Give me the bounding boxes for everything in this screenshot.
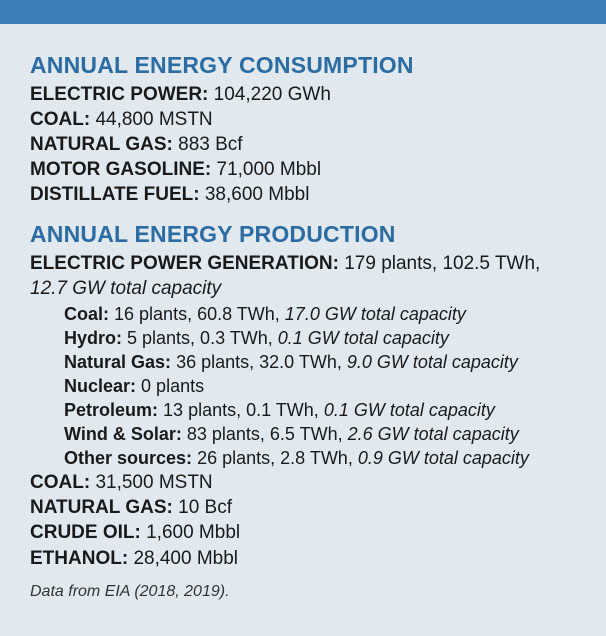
row-capacity: 12.7 GW total capacity (30, 278, 221, 299)
energy-card: ANNUAL ENERGY CONSUMPTION ELECTRIC POWER… (0, 0, 606, 636)
breakdown-row: Natural Gas: 36 plants, 32.0 TWh, 9.0 GW… (30, 350, 576, 374)
row-label: ELECTRIC POWER GENERATION: (30, 253, 339, 274)
row-capacity: 9.0 GW total capacity (347, 352, 518, 372)
row-label: NATURAL GAS: (30, 497, 173, 518)
row-label: Other sources: (64, 448, 192, 468)
row-label: ELECTRIC POWER: (30, 84, 208, 105)
footnote: Data from EIA (2018, 2019). (30, 583, 576, 601)
row-label: DISTILLATE FUEL: (30, 184, 200, 205)
breakdown-list: Coal: 16 plants, 60.8 TWh, 17.0 GW total… (30, 302, 576, 471)
row-value: 28,400 Mbbl (133, 548, 238, 569)
row-value: 5 plants, 0.3 TWh, (127, 328, 273, 348)
production-row: COAL: 31,500 MSTN (30, 470, 576, 495)
row-value: 71,000 Mbbl (217, 159, 322, 180)
breakdown-row: Nuclear: 0 plants (30, 374, 576, 398)
row-value: 26 plants, 2.8 TWh, (197, 448, 353, 468)
row-value: 1,600 Mbbl (146, 522, 240, 543)
consumption-row: ELECTRIC POWER: 104,220 GWh (30, 82, 576, 107)
row-value: 38,600 Mbbl (205, 184, 310, 205)
breakdown-row: Hydro: 5 plants, 0.3 TWh, 0.1 GW total c… (30, 326, 576, 350)
row-value: 104,220 GWh (214, 84, 331, 105)
production-row: CRUDE OIL: 1,600 Mbbl (30, 520, 576, 545)
epg-capacity-row: 12.7 GW total capacity (30, 276, 576, 301)
row-value: 36 plants, 32.0 TWh, (176, 352, 342, 372)
row-label: ETHANOL: (30, 548, 128, 569)
row-value: 10 Bcf (178, 497, 232, 518)
row-label: Coal: (64, 304, 109, 324)
production-section: ANNUAL ENERGY PRODUCTION ELECTRIC POWER … (30, 221, 576, 570)
consumption-section: ANNUAL ENERGY CONSUMPTION ELECTRIC POWER… (30, 52, 576, 207)
production-row: NATURAL GAS: 10 Bcf (30, 495, 576, 520)
production-row: ETHANOL: 28,400 Mbbl (30, 546, 576, 571)
row-label: CRUDE OIL: (30, 522, 141, 543)
row-label: NATURAL GAS: (30, 134, 173, 155)
row-label: Wind & Solar: (64, 424, 182, 444)
top-bar (0, 0, 606, 24)
row-capacity: 0.9 GW total capacity (358, 448, 529, 468)
row-label: Natural Gas: (64, 352, 171, 372)
row-value: 16 plants, 60.8 TWh, (114, 304, 280, 324)
row-value: 13 plants, 0.1 TWh, (163, 400, 319, 420)
row-value: 44,800 MSTN (95, 109, 212, 130)
row-capacity: 0.1 GW total capacity (324, 400, 495, 420)
consumption-title: ANNUAL ENERGY CONSUMPTION (30, 52, 576, 79)
row-capacity: 0.1 GW total capacity (278, 328, 449, 348)
breakdown-row: Petroleum: 13 plants, 0.1 TWh, 0.1 GW to… (30, 398, 576, 422)
row-value: 31,500 MSTN (95, 472, 212, 493)
row-label: MOTOR GASOLINE: (30, 159, 211, 180)
breakdown-row: Wind & Solar: 83 plants, 6.5 TWh, 2.6 GW… (30, 422, 576, 446)
production-title: ANNUAL ENERGY PRODUCTION (30, 221, 576, 248)
breakdown-row: Other sources: 26 plants, 2.8 TWh, 0.9 G… (30, 446, 576, 470)
row-capacity: 2.6 GW total capacity (348, 424, 519, 444)
row-label: COAL: (30, 109, 90, 130)
row-label: COAL: (30, 472, 90, 493)
card-content: ANNUAL ENERGY CONSUMPTION ELECTRIC POWER… (0, 24, 606, 621)
row-value: 0 plants (141, 376, 204, 396)
row-value: 83 plants, 6.5 TWh, (187, 424, 343, 444)
epg-row: ELECTRIC POWER GENERATION: 179 plants, 1… (30, 251, 576, 276)
row-label: Hydro: (64, 328, 122, 348)
consumption-row: MOTOR GASOLINE: 71,000 Mbbl (30, 157, 576, 182)
consumption-row: DISTILLATE FUEL: 38,600 Mbbl (30, 182, 576, 207)
consumption-row: COAL: 44,800 MSTN (30, 107, 576, 132)
row-capacity: 17.0 GW total capacity (285, 304, 466, 324)
row-label: Nuclear: (64, 376, 136, 396)
row-value: 883 Bcf (178, 134, 242, 155)
breakdown-row: Coal: 16 plants, 60.8 TWh, 17.0 GW total… (30, 302, 576, 326)
row-value: 179 plants, 102.5 TWh, (344, 253, 540, 274)
consumption-row: NATURAL GAS: 883 Bcf (30, 132, 576, 157)
row-label: Petroleum: (64, 400, 158, 420)
